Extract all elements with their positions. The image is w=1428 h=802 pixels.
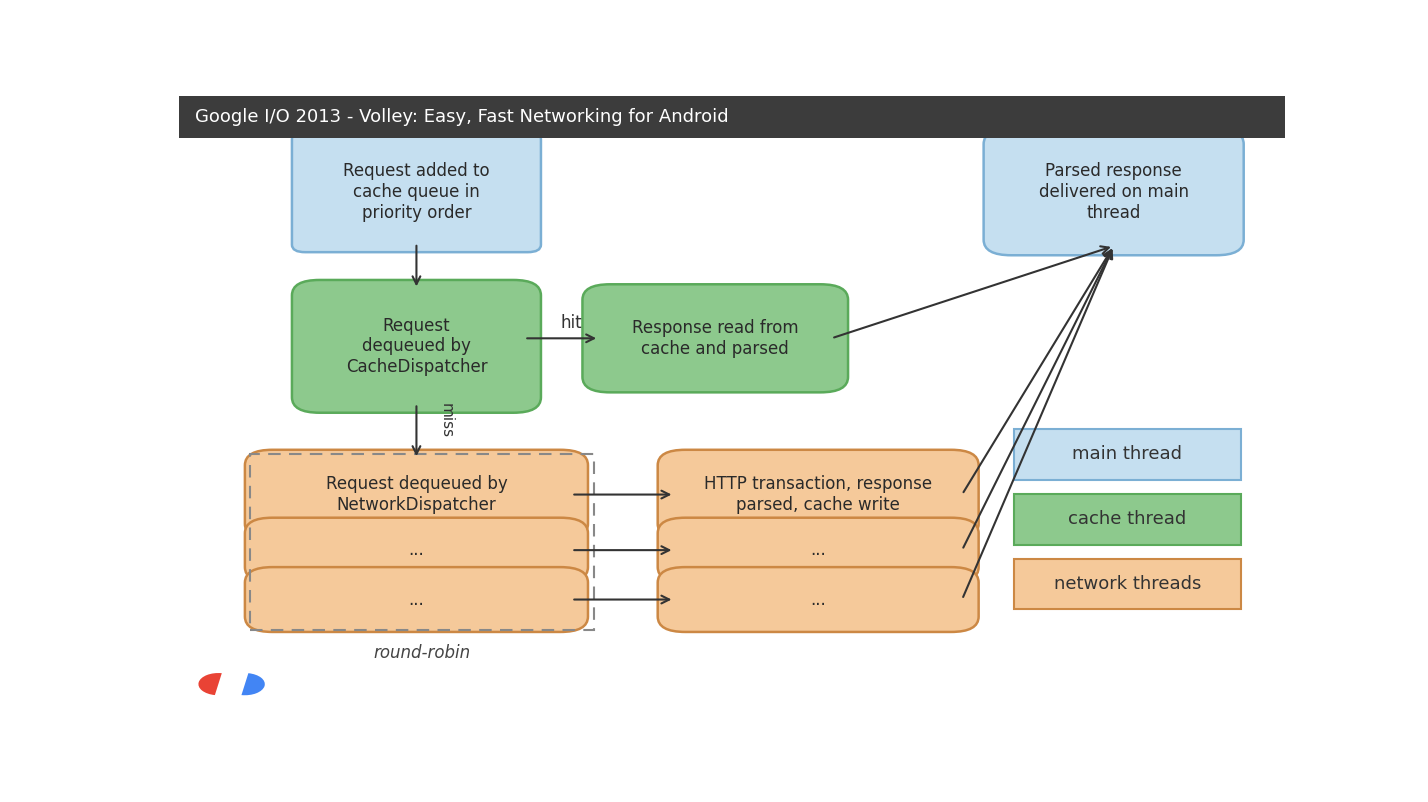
Text: ...: ... bbox=[408, 541, 424, 559]
Text: Google I/O 2013 - Volley: Easy, Fast Networking for Android: Google I/O 2013 - Volley: Easy, Fast Net… bbox=[196, 108, 728, 126]
FancyBboxPatch shape bbox=[658, 518, 978, 582]
FancyBboxPatch shape bbox=[291, 280, 541, 413]
Text: Response read from
cache and parsed: Response read from cache and parsed bbox=[633, 319, 798, 358]
FancyBboxPatch shape bbox=[246, 567, 588, 632]
Text: hit: hit bbox=[561, 314, 583, 333]
Text: Request added to
cache queue in
priority order: Request added to cache queue in priority… bbox=[343, 162, 490, 222]
FancyBboxPatch shape bbox=[1014, 559, 1241, 610]
Wedge shape bbox=[198, 673, 221, 695]
Text: round-robin: round-robin bbox=[373, 644, 471, 662]
FancyBboxPatch shape bbox=[1014, 429, 1241, 480]
Text: Request
dequeued by
CacheDispatcher: Request dequeued by CacheDispatcher bbox=[346, 317, 487, 376]
Text: HTTP transaction, response
parsed, cache write: HTTP transaction, response parsed, cache… bbox=[704, 475, 932, 514]
Text: cache thread: cache thread bbox=[1068, 510, 1187, 529]
FancyBboxPatch shape bbox=[658, 450, 978, 539]
FancyBboxPatch shape bbox=[246, 518, 588, 582]
FancyBboxPatch shape bbox=[1014, 494, 1241, 545]
FancyBboxPatch shape bbox=[178, 96, 1285, 138]
Text: network threads: network threads bbox=[1054, 575, 1201, 593]
FancyBboxPatch shape bbox=[246, 450, 588, 539]
Text: miss: miss bbox=[438, 403, 454, 438]
Text: main thread: main thread bbox=[1072, 445, 1182, 464]
FancyBboxPatch shape bbox=[984, 128, 1244, 255]
FancyBboxPatch shape bbox=[583, 284, 848, 392]
FancyBboxPatch shape bbox=[291, 132, 541, 252]
Text: Request dequeued by
NetworkDispatcher: Request dequeued by NetworkDispatcher bbox=[326, 475, 507, 514]
FancyBboxPatch shape bbox=[658, 567, 978, 632]
Wedge shape bbox=[241, 673, 264, 695]
Text: ...: ... bbox=[810, 590, 825, 609]
Text: Parsed response
delivered on main
thread: Parsed response delivered on main thread bbox=[1038, 162, 1188, 222]
Text: ...: ... bbox=[810, 541, 825, 559]
Text: ...: ... bbox=[408, 590, 424, 609]
